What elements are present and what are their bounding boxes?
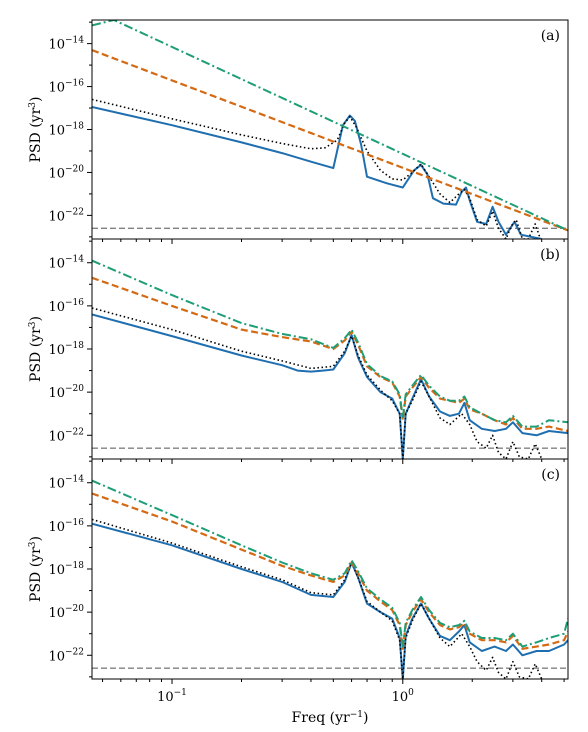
panel-c-label: (c) [541, 467, 560, 483]
x-axis-label: Freq (yr−1) [292, 710, 369, 726]
panel-c-ytick-label: 10−14 [48, 475, 84, 492]
panel-a-ytick-label: 10−18 [48, 122, 84, 139]
panel-b-frame [91, 238, 569, 460]
panel-c-ytick-exponent: −18 [65, 561, 84, 571]
panel-a-ytick-mantissa: 10 [48, 209, 65, 224]
panel-c-ylabel-sup: 3 [28, 541, 38, 547]
panel-c-series-dashdot [92, 479, 568, 648]
panel-b-series-dashed [92, 276, 568, 433]
panel-c-ytick-label: 10−20 [48, 604, 84, 621]
panel-a-ytick-mantissa: 10 [48, 124, 65, 139]
xtick-mantissa: 10 [157, 690, 174, 705]
xtick-mantissa: 10 [392, 690, 409, 705]
panel-a-series-dotted [92, 98, 542, 239]
panel-b-ytick-exponent: −14 [65, 255, 84, 265]
panel-c-ytick-exponent: −22 [65, 647, 84, 657]
panel-c-ytick-mantissa: 10 [48, 563, 65, 578]
xtick-label: 10−1 [157, 688, 187, 705]
panel-b-series-solid [92, 313, 568, 459]
panel-a-ytick-label: 10−22 [48, 207, 84, 224]
panel-b-ytick-exponent: −18 [65, 341, 84, 351]
panel-a-series [92, 20, 568, 239]
panel-b-ytick-mantissa: 10 [48, 343, 65, 358]
panel-b-ytick-mantissa: 10 [48, 386, 65, 401]
panel-b-series [92, 259, 568, 459]
panel-b-ytick-exponent: −20 [65, 384, 84, 394]
panel-b-ytick-mantissa: 10 [48, 257, 65, 272]
panel-c-series-dashed [92, 492, 568, 650]
panel-b-ytick-label: 10−14 [48, 255, 84, 272]
panel-c-series [92, 479, 568, 679]
panel-c-ytick-label: 10−22 [48, 647, 84, 664]
panel-b-ytick-mantissa: 10 [48, 300, 65, 315]
panel-a-ytick-label: 10−20 [48, 164, 84, 181]
panel-a-ytick-mantissa: 10 [48, 81, 65, 96]
panel-a-series-dashed [92, 49, 568, 232]
panel-c-ytick-label: 10−16 [48, 518, 84, 535]
panel-b-ylabel-sup: 3 [28, 321, 38, 327]
x-axis-label-end: ) [363, 710, 368, 726]
panel-c-ytick-exponent: −16 [65, 518, 84, 528]
panel-b-ytick-label: 10−22 [48, 427, 84, 444]
panel-a-ylabel-sup: 3 [28, 102, 38, 108]
panel-a-label: (a) [541, 28, 560, 44]
panel-a-ytick-label: 10−14 [48, 36, 84, 53]
panel-b-ytick-exponent: −22 [65, 427, 84, 437]
panel-c-series-dotted [92, 518, 543, 679]
panel-c-ylabel: PSD (yr3) [28, 536, 44, 602]
panel-b-series-dotted [92, 307, 543, 459]
panel-b-ytick-label: 10−18 [48, 341, 84, 358]
panel-b-ytick-mantissa: 10 [48, 429, 65, 444]
panel-a-ytick-mantissa: 10 [48, 166, 65, 181]
panel-a-ytick-exponent: −18 [65, 122, 84, 132]
panel-c-frame [91, 458, 569, 680]
panel-a-ylabel-end: ) [28, 97, 44, 102]
x-axis-label-sup: −1 [350, 710, 363, 720]
panel-a-ytick-exponent: −14 [65, 36, 84, 46]
panel-c-ytick-mantissa: 10 [48, 520, 65, 535]
panel-a-ytick-mantissa: 10 [48, 38, 65, 53]
panel-c-ytick-mantissa: 10 [48, 606, 65, 621]
panel-a-ytick-exponent: −20 [65, 164, 84, 174]
panel-b-ylabel-base: PSD (yr [28, 327, 44, 382]
xtick-exponent: −1 [174, 688, 187, 698]
panel-c-ylabel-base: PSD (yr [28, 547, 44, 602]
panel-a-ytick-exponent: −22 [65, 207, 84, 217]
panel-a-ylabel: PSD (yr3) [28, 97, 44, 163]
panel-c-ytick-exponent: −14 [65, 475, 84, 485]
panel-b-series-dashdot [92, 259, 568, 428]
panel-b-ylabel: PSD (yr3) [28, 316, 44, 382]
panel-b-ytick-exponent: −16 [65, 298, 84, 308]
panel-b-ytick-label: 10−16 [48, 298, 84, 315]
xtick-exponent: 0 [408, 688, 414, 698]
panel-a-series-solid [92, 106, 542, 239]
panel-b-label: (b) [540, 247, 560, 263]
panel-c-ytick-mantissa: 10 [48, 649, 65, 664]
panel-a-series-dashdot [92, 20, 568, 232]
panel-c-ytick-label: 10−18 [48, 561, 84, 578]
panel-c-ytick-mantissa: 10 [48, 477, 65, 492]
panel-c-series-solid [92, 522, 568, 679]
panel-a-ytick-label: 10−16 [48, 79, 84, 96]
panel-a-ytick-exponent: −16 [65, 79, 84, 89]
panel-a-frame [91, 19, 569, 240]
panel-c-ytick-exponent: −20 [65, 604, 84, 614]
x-axis-label-base: Freq (yr [292, 710, 350, 726]
panel-a-ylabel-base: PSD (yr [28, 107, 44, 162]
xtick-label: 100 [392, 688, 415, 705]
panel-b-ylabel-end: ) [28, 316, 44, 321]
panel-b-ytick-label: 10−20 [48, 384, 84, 401]
panel-c-ylabel-end: ) [28, 536, 44, 541]
